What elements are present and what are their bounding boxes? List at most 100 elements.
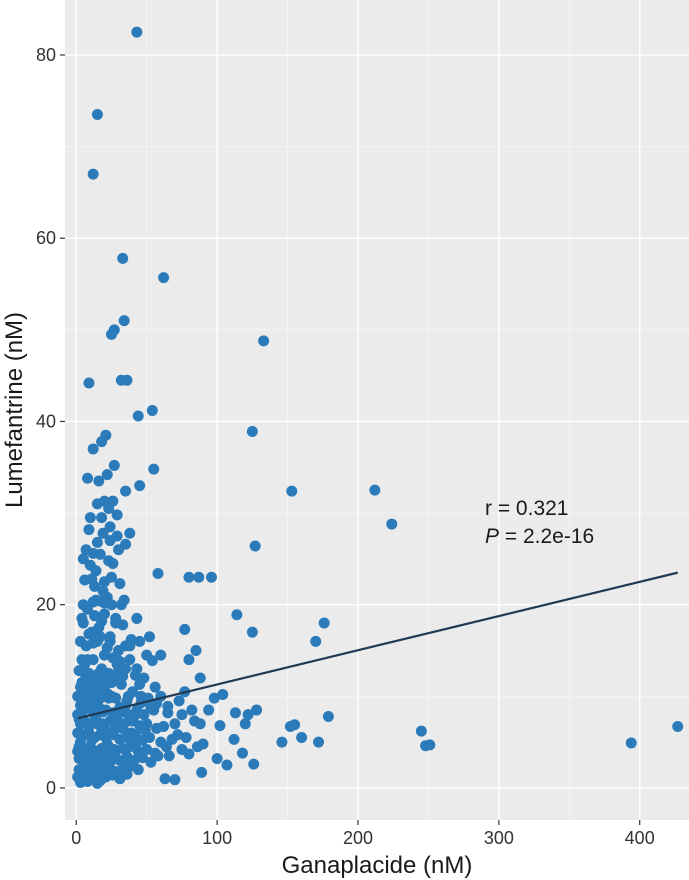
data-point	[98, 576, 110, 588]
data-point	[131, 26, 143, 38]
y-tick-label: 40	[36, 411, 56, 431]
data-point	[103, 555, 115, 567]
data-point	[79, 756, 91, 768]
data-point	[120, 485, 132, 497]
data-point	[125, 634, 137, 646]
data-point	[105, 690, 117, 702]
data-point	[117, 252, 129, 264]
data-point	[318, 617, 330, 629]
data-point	[108, 459, 120, 471]
data-point	[159, 773, 171, 785]
data-point	[77, 553, 89, 565]
data-point	[98, 608, 110, 620]
data-point	[169, 774, 181, 786]
data-point	[104, 635, 116, 647]
data-point	[296, 732, 308, 744]
annotation-p: P = 2.2e-16	[485, 525, 594, 548]
data-point	[94, 631, 106, 643]
data-point	[111, 712, 123, 724]
x-tick-label: 400	[625, 828, 655, 848]
data-point	[73, 665, 85, 677]
data-point	[246, 626, 258, 638]
data-point	[183, 748, 195, 760]
data-point	[122, 758, 134, 770]
data-point	[108, 724, 120, 736]
data-point	[97, 527, 109, 539]
data-point	[415, 725, 427, 737]
data-point	[121, 374, 133, 386]
data-point	[186, 704, 198, 716]
data-point	[87, 443, 99, 455]
data-point	[128, 710, 140, 722]
data-point	[91, 109, 103, 121]
data-point	[118, 315, 130, 327]
data-point	[672, 721, 684, 733]
data-point	[91, 718, 103, 730]
data-point	[93, 683, 105, 695]
data-point	[91, 777, 103, 789]
data-point	[93, 475, 105, 487]
x-axis-ticks: 0 100 200 300 400	[71, 820, 655, 848]
data-point	[79, 574, 91, 586]
data-point	[84, 512, 96, 524]
data-point	[625, 737, 637, 749]
data-point	[179, 623, 191, 635]
data-point	[117, 722, 129, 734]
data-point	[89, 580, 101, 592]
data-point	[242, 709, 254, 721]
data-point	[90, 697, 102, 709]
data-point	[93, 622, 105, 634]
data-point	[131, 612, 143, 624]
data-point	[193, 571, 205, 583]
data-point	[217, 688, 229, 700]
data-point	[124, 654, 136, 666]
data-point	[72, 745, 84, 757]
data-point	[369, 484, 381, 496]
data-point	[134, 678, 146, 690]
data-point	[124, 527, 136, 539]
data-point	[110, 612, 122, 624]
data-point	[82, 776, 94, 788]
data-point	[155, 649, 167, 661]
data-point	[82, 603, 94, 615]
data-point	[104, 535, 116, 547]
data-point	[111, 509, 123, 521]
data-point	[208, 692, 220, 704]
data-point	[104, 521, 116, 533]
data-point	[96, 512, 108, 524]
y-axis-ticks: 0 20 40 60 80	[36, 45, 65, 798]
data-point	[83, 377, 95, 389]
data-point	[313, 736, 325, 748]
data-point	[203, 704, 215, 716]
x-tick-label: 300	[484, 828, 514, 848]
data-point	[131, 663, 143, 675]
data-point	[108, 743, 120, 755]
data-point	[176, 709, 188, 721]
data-point	[231, 609, 243, 621]
data-point	[424, 739, 436, 751]
data-point	[121, 768, 133, 780]
plot-panel	[65, 0, 689, 820]
data-point	[162, 700, 174, 712]
data-point	[310, 635, 322, 647]
data-point	[136, 752, 148, 764]
data-point	[134, 635, 146, 647]
data-point	[125, 727, 137, 739]
data-point	[90, 565, 102, 577]
data-point	[122, 690, 134, 702]
data-point	[115, 599, 127, 611]
data-point	[322, 710, 334, 722]
data-points	[72, 26, 684, 789]
data-point	[87, 168, 99, 180]
data-point	[205, 571, 217, 583]
annotation-p-value: = 2.2e-16	[499, 525, 594, 548]
annotation-r: r = 0.321	[485, 497, 568, 520]
data-point	[158, 721, 170, 733]
data-point	[74, 736, 86, 748]
data-point	[160, 741, 172, 753]
x-tick-label: 100	[202, 828, 232, 848]
data-point	[98, 649, 110, 661]
data-point	[146, 655, 158, 667]
data-point	[211, 753, 223, 765]
